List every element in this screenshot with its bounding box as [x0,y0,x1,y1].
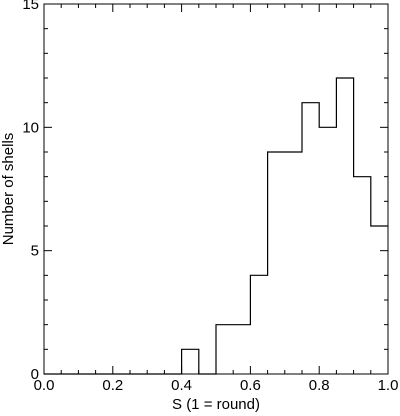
plot-frame [43,3,389,375]
y-axis-label: Number of shells [0,133,17,246]
y-tick-label: 5 [31,243,39,260]
histogram-step-line [44,77,388,375]
x-tick-label: 0.2 [102,377,123,394]
axis-ticks [43,3,389,375]
x-tick-label: 0.6 [240,377,261,394]
x-tick-label: 0.0 [34,377,55,394]
y-tick-label: 10 [22,119,39,136]
x-tick-label: 0.8 [309,377,330,394]
y-tick-label: 15 [22,0,39,13]
y-tick-labels: 0 5 10 15 [22,0,39,383]
x-axis-label: S (1 = round) [172,396,260,413]
x-tick-label: 1.0 [378,377,399,394]
y-tick-label: 0 [31,366,39,383]
x-tick-label: 0.4 [171,377,192,394]
x-tick-labels: 0.0 0.2 0.4 0.6 0.8 1.0 [34,377,399,394]
